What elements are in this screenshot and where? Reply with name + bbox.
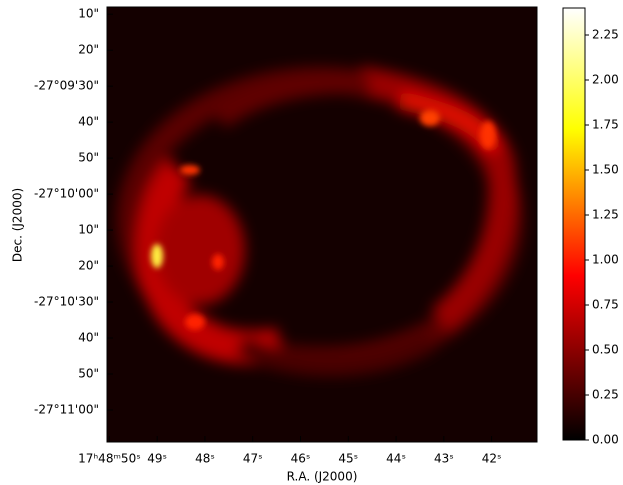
shell-north [214,73,371,129]
y-axis-label: Dec. (J2000) [11,188,25,262]
x-tick-label: 46ˢ [291,452,311,466]
y-tick-label: 40" [78,331,99,345]
x-tick-label: 49ˢ [147,452,167,466]
x-tick-label: 44ˢ [386,452,406,466]
x-tick-label: 17ʰ48ᵐ50ˢ [78,452,141,466]
y-tick-label: 50" [78,151,99,165]
image [107,7,537,442]
knot [420,110,440,126]
knot [151,244,163,268]
knot [185,314,205,330]
colorbar-tick-label: 2.00 [592,73,619,87]
west-region [155,195,245,305]
colorbar-tick-label: 0.50 [592,343,619,357]
x-tick-label: 45ˢ [338,452,358,466]
colorbar-tick-label: 0.25 [592,388,619,402]
remnant [117,66,523,377]
colorbar-tick-label: 1.75 [592,118,619,132]
colorbar-tick-label: 2.25 [592,28,619,42]
knot [480,121,496,149]
y-tick-label: 20" [78,43,99,57]
shell-south [235,330,436,377]
knots [151,110,496,330]
y-tick-label: -27°11'00" [34,402,99,416]
y-tick-label: -27°10'30" [34,295,99,309]
y-tick-label: 20" [78,259,99,273]
y-tick-label: 10" [78,223,99,237]
x-tick-label: 42ˢ [482,452,502,466]
y-tick-label: 50" [78,366,99,380]
y-tick-label: 10" [78,7,99,21]
x-axis-label: R.A. (J2000) [287,470,358,484]
colorbar-tick-label: 1.50 [592,163,619,177]
shell-east [357,66,517,331]
x-tick-label: 48ˢ [195,452,215,466]
colorbar-tick-label: 1.25 [592,208,619,222]
knot [212,254,224,270]
y-tick-label: -27°09'30" [34,79,99,93]
x-tick-label: 47ˢ [243,452,263,466]
colorbar-tick-label: 0.75 [592,298,619,312]
knot [180,165,200,175]
x-tick-label: 43ˢ [434,452,454,466]
colorbar-tick-label: 1.00 [592,253,619,267]
y-tick-label: 40" [78,115,99,129]
colorbar [562,7,586,441]
y-tick-label: -27°10'00" [34,187,99,201]
plot-frame [106,6,538,443]
colorbar-tick-label: 0.00 [592,433,619,447]
